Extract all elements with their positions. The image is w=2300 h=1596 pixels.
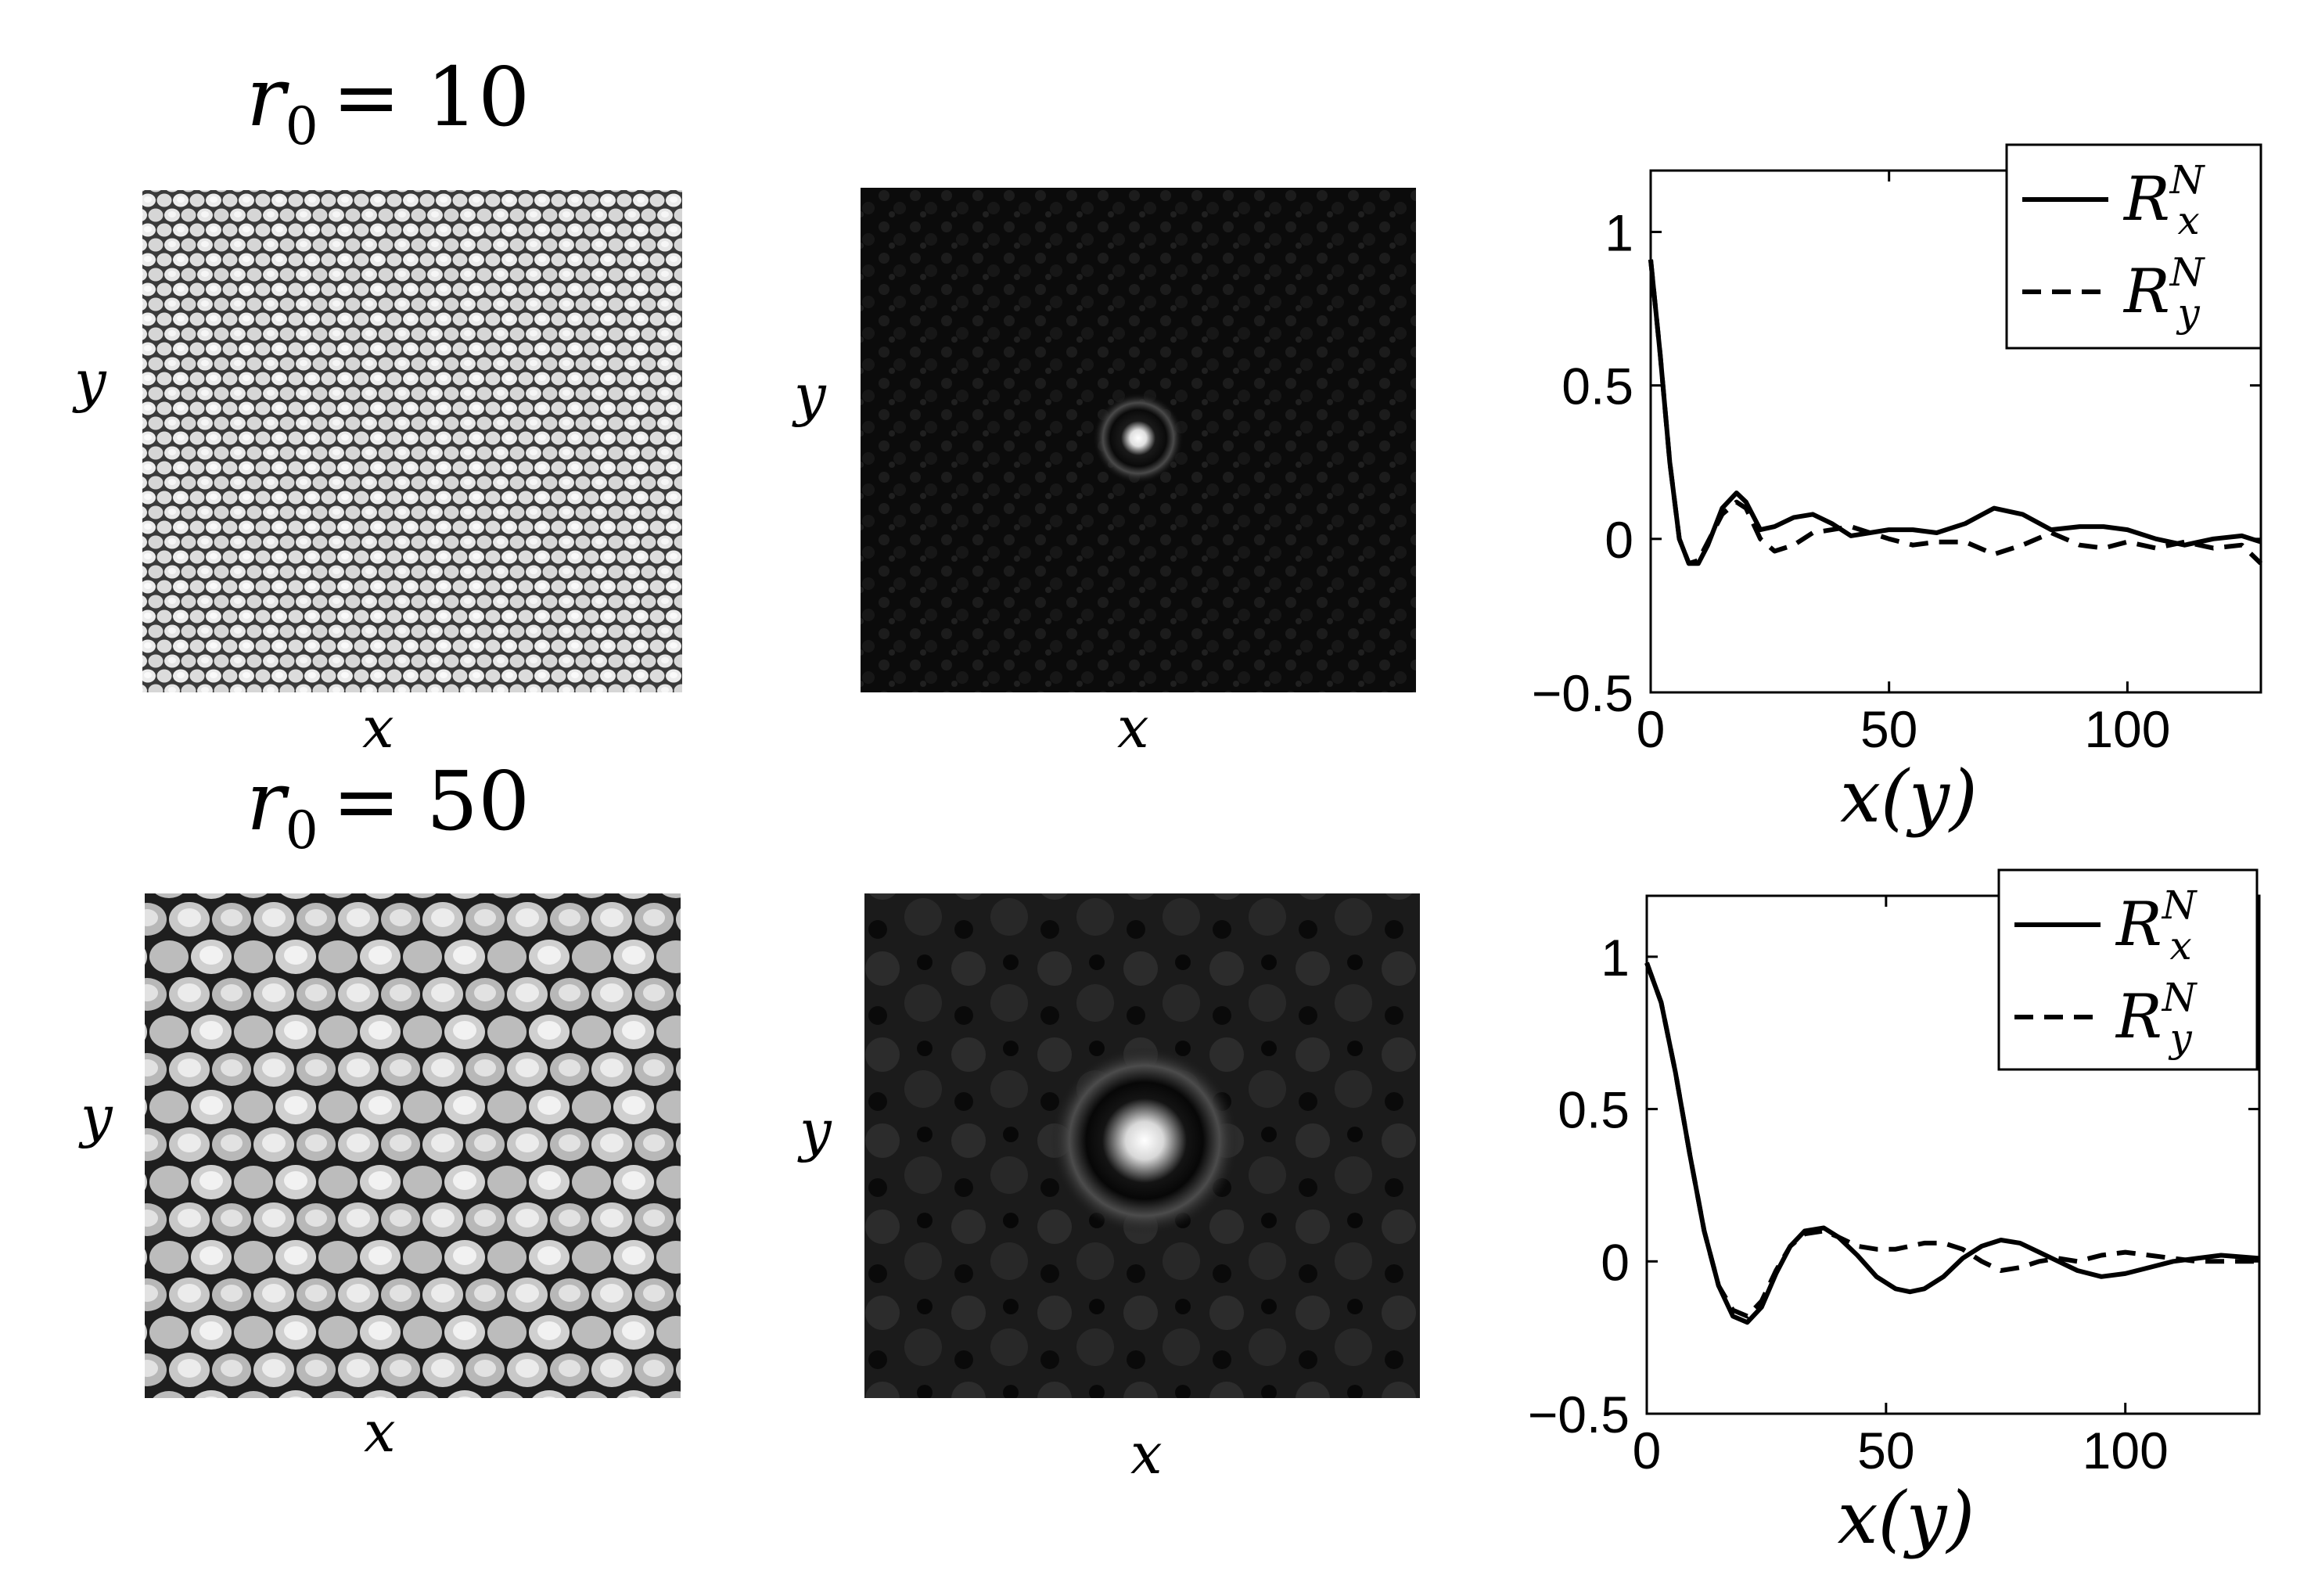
row-2-correlation-peak xyxy=(1051,1047,1238,1235)
x-tick-label: 100 xyxy=(2083,1422,2169,1479)
series-line-ry xyxy=(1648,259,2263,566)
legend-label-2: RN y xyxy=(2115,975,2198,1061)
legend-label-1: RN x xyxy=(2115,882,2198,969)
y-tick-label: −0.5 xyxy=(1532,664,1633,722)
x-tick-label: 0 xyxy=(1637,700,1666,758)
row-2-title: r0 = 50 xyxy=(246,753,530,861)
row-2-map-xlabel: x xyxy=(364,1399,396,1465)
series-line-rx xyxy=(1644,962,2260,1325)
y-tick-label: 0 xyxy=(1605,511,1633,569)
x-tick-label: 0 xyxy=(1633,1422,1662,1479)
y-tick-label: 0.5 xyxy=(1561,358,1633,415)
plot-2-axes-frame xyxy=(1645,894,2261,1415)
row-2-map-ylabel: y xyxy=(78,1084,113,1149)
x-axis-label: x(y) xyxy=(1838,1476,1975,1560)
y-tick-label: 1 xyxy=(1605,203,1633,261)
row-1-title-symbol: r xyxy=(246,49,289,145)
y-tick-label: −0.5 xyxy=(1528,1386,1630,1443)
row-2-title-sub: 0 xyxy=(286,800,318,861)
x-axis-label: x(y) xyxy=(1840,755,1978,839)
row-1-corr-ylabel: y xyxy=(792,362,827,428)
row-1-title: r0 = 10 xyxy=(246,49,530,156)
row-2-title-symbol: r xyxy=(246,753,289,849)
legend-label-2: RN y xyxy=(2122,250,2206,336)
legend-box xyxy=(1997,868,2259,1071)
y-tick-label: 0 xyxy=(1601,1233,1630,1291)
row-1-title-sub: 0 xyxy=(286,96,318,156)
row-2-intensity-map xyxy=(145,893,681,1398)
row-1-corr-xlabel: x xyxy=(1117,695,1149,760)
series-line-rx xyxy=(1648,259,2262,566)
row-2-corr-ylabel: y xyxy=(797,1098,832,1163)
row-1-map-ylabel: y xyxy=(72,348,107,414)
row-2-title-eq: = 50 xyxy=(332,753,530,849)
y-tick-label: 1 xyxy=(1601,929,1630,987)
x-tick-label: 50 xyxy=(1857,1422,1914,1479)
row-1-intensity-map xyxy=(142,190,682,692)
x-tick-label: 50 xyxy=(1860,700,1917,758)
row-1-title-eq: = 10 xyxy=(332,49,530,145)
legend-box xyxy=(2005,143,2262,350)
series-line-ry xyxy=(1644,962,2259,1319)
x-tick-label: 100 xyxy=(2084,700,2170,758)
legend-label-1: RN x xyxy=(2122,157,2206,243)
plot-1-axes-frame xyxy=(1649,169,2262,694)
row-1-correlation-peak xyxy=(1093,393,1184,483)
row-2-corr-xlabel: x xyxy=(1130,1421,1163,1486)
y-tick-label: 0.5 xyxy=(1558,1081,1630,1139)
row-1-map-xlabel: x xyxy=(362,695,394,760)
